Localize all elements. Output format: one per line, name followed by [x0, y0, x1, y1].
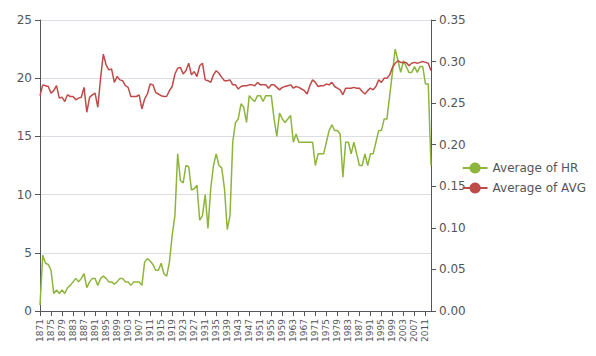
svg-text:1935: 1935: [211, 319, 221, 342]
svg-text:2003: 2003: [398, 319, 408, 342]
svg-text:0.05: 0.05: [439, 262, 466, 276]
svg-text:1995: 1995: [376, 319, 386, 342]
svg-text:1943: 1943: [233, 319, 243, 342]
svg-text:1939: 1939: [222, 319, 232, 342]
svg-text:1895: 1895: [101, 319, 111, 342]
svg-text:1899: 1899: [112, 319, 122, 342]
svg-text:1971: 1971: [310, 319, 320, 342]
svg-text:Average of HR: Average of HR: [493, 161, 579, 175]
svg-text:1931: 1931: [200, 319, 210, 342]
svg-text:1955: 1955: [266, 319, 276, 342]
svg-text:0.35: 0.35: [439, 13, 466, 27]
svg-text:1911: 1911: [145, 319, 155, 342]
svg-text:1991: 1991: [365, 319, 375, 342]
svg-text:1883: 1883: [68, 319, 78, 342]
svg-text:1975: 1975: [321, 319, 331, 342]
svg-text:Average of AVG: Average of AVG: [493, 181, 586, 195]
svg-text:1915: 1915: [156, 319, 166, 342]
svg-text:1963: 1963: [288, 319, 298, 342]
svg-text:0: 0: [24, 304, 32, 318]
svg-text:1947: 1947: [244, 319, 254, 342]
svg-text:1983: 1983: [343, 319, 353, 342]
svg-text:1979: 1979: [332, 319, 342, 342]
svg-text:5: 5: [24, 246, 32, 260]
svg-text:2011: 2011: [420, 319, 430, 342]
svg-text:1919: 1919: [167, 319, 177, 342]
svg-text:1959: 1959: [277, 319, 287, 342]
svg-text:0.00: 0.00: [439, 304, 466, 318]
svg-text:1879: 1879: [57, 319, 67, 342]
svg-text:1875: 1875: [46, 319, 56, 342]
svg-text:15: 15: [17, 129, 32, 143]
svg-text:20: 20: [17, 71, 32, 85]
svg-text:1923: 1923: [178, 319, 188, 342]
svg-text:1907: 1907: [134, 319, 144, 342]
svg-text:1903: 1903: [123, 319, 133, 342]
svg-text:1967: 1967: [299, 319, 309, 342]
svg-text:0.10: 0.10: [439, 221, 466, 235]
svg-text:10: 10: [17, 188, 32, 202]
svg-text:0.25: 0.25: [439, 96, 466, 110]
svg-text:1871: 1871: [35, 319, 45, 342]
svg-text:0.15: 0.15: [439, 179, 466, 193]
svg-text:1887: 1887: [79, 319, 89, 342]
svg-text:25: 25: [17, 13, 32, 27]
svg-text:1987: 1987: [354, 319, 364, 342]
svg-text:2007: 2007: [409, 319, 419, 342]
svg-text:0.30: 0.30: [439, 55, 466, 69]
svg-text:1891: 1891: [90, 319, 100, 342]
svg-text:1951: 1951: [255, 319, 265, 342]
svg-text:0.20: 0.20: [439, 138, 466, 152]
svg-text:1999: 1999: [387, 319, 397, 342]
svg-text:1927: 1927: [189, 319, 199, 342]
